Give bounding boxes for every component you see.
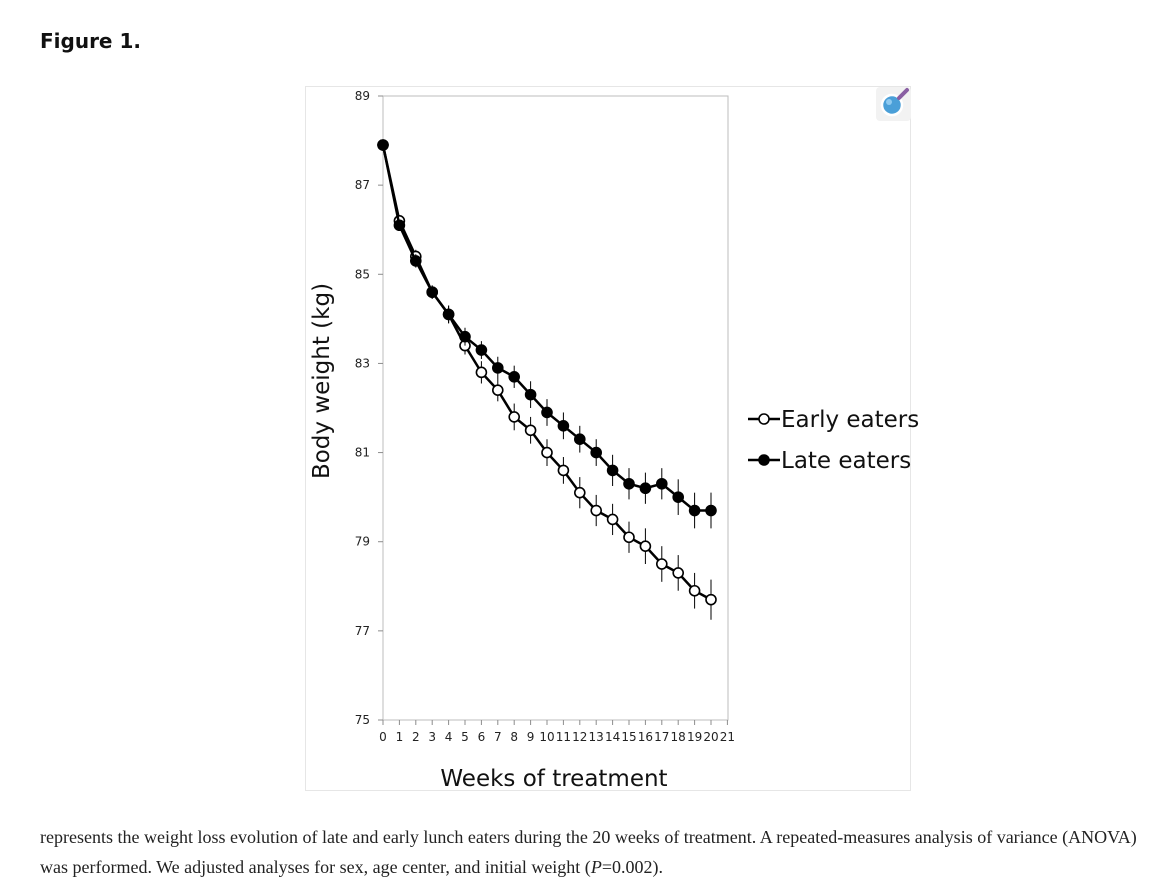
late-data-point — [409, 255, 422, 267]
late-data-point — [508, 370, 521, 383]
legend-late-marker — [758, 454, 770, 466]
x-tick-label: 2 — [412, 730, 420, 744]
early-data-point — [508, 411, 521, 423]
x-tick-label: 18 — [671, 730, 686, 744]
x-tick-label: 17 — [654, 730, 669, 744]
late-data-point — [705, 504, 717, 517]
x-tick-label: 9 — [527, 730, 535, 744]
zoom-button[interactable] — [876, 87, 911, 121]
late-data-point — [491, 362, 504, 374]
x-tick-label: 19 — [687, 730, 702, 744]
late-data-point — [541, 406, 553, 419]
late-data-point — [524, 388, 537, 401]
late-data-point — [393, 219, 406, 232]
early-data-point — [491, 384, 504, 396]
y-tick-label: 83 — [355, 356, 370, 370]
early-data-point — [524, 424, 537, 437]
x-tick-label: 3 — [428, 730, 436, 744]
caption-text-2: =0.002). — [601, 857, 663, 877]
legend-late-label: Late eaters — [781, 448, 911, 474]
late-data-point — [623, 477, 635, 490]
legend-early-label: Early eaters — [781, 407, 919, 433]
y-tick-label: 87 — [355, 178, 370, 192]
early-data-point — [590, 504, 603, 517]
x-tick-label: 4 — [445, 730, 453, 744]
y-tick-label: 75 — [355, 713, 370, 727]
x-tick-label: 1 — [396, 730, 404, 744]
plot-area-frame — [382, 95, 729, 721]
late-data-point — [672, 491, 685, 503]
early-data-point — [639, 540, 652, 552]
early-data-point — [475, 366, 488, 379]
x-tick-label: 8 — [510, 730, 518, 744]
figure-label: Figure 1. — [40, 29, 141, 53]
early-eaters-line — [381, 144, 712, 601]
x-tick-label: 15 — [621, 730, 636, 744]
late-data-point — [377, 139, 389, 151]
caption-text-1: represents the weight loss evolution of … — [40, 827, 1137, 877]
x-tick-label: 11 — [556, 730, 571, 744]
x-tick-label: 13 — [589, 730, 604, 744]
late-data-point — [475, 344, 488, 356]
early-data-point — [623, 531, 635, 544]
late-data-point — [688, 504, 701, 517]
early-data-point — [672, 567, 685, 579]
late-data-point — [573, 433, 586, 446]
late-data-point — [459, 330, 471, 343]
y-tick-label: 89 — [355, 89, 370, 103]
x-tick-label: 20 — [703, 730, 718, 744]
late-data-point — [655, 477, 668, 490]
x-tick-label: 7 — [494, 730, 502, 744]
y-tick-label: 77 — [355, 624, 370, 638]
x-tick-label: 6 — [478, 730, 486, 744]
late-data-point — [590, 446, 603, 459]
late-data-point — [426, 286, 439, 298]
y-tick-label: 85 — [355, 267, 370, 281]
y-axis-title: Body weight (kg) — [309, 283, 335, 479]
magnifier-zoom-icon — [880, 88, 909, 117]
y-tick-label: 79 — [355, 535, 370, 549]
early-data-point — [688, 584, 701, 597]
early-data-point — [541, 446, 553, 459]
early-data-point — [705, 593, 717, 606]
x-tick-label: 10 — [539, 730, 554, 744]
late-data-point — [639, 482, 652, 495]
late-data-point — [606, 464, 619, 477]
x-tick-label: 12 — [572, 730, 587, 744]
late-data-point — [442, 308, 455, 321]
figure-frame — [305, 86, 911, 791]
x-tick-label: 14 — [605, 730, 620, 744]
x-tick-label: 16 — [638, 730, 653, 744]
early-data-point — [606, 513, 619, 526]
x-tick-label: 5 — [461, 730, 469, 744]
x-axis-title: Weeks of treatment — [440, 766, 667, 792]
early-data-point — [557, 464, 570, 477]
x-tick-label: 21 — [720, 730, 735, 744]
figure-caption: represents the weight loss evolution of … — [40, 822, 1150, 882]
early-data-point — [573, 486, 586, 499]
caption-p-symbol: P — [590, 857, 602, 877]
early-data-point — [655, 558, 668, 570]
legend-early-marker — [758, 413, 770, 425]
y-tick-label: 81 — [355, 446, 370, 460]
late-data-point — [557, 420, 570, 432]
x-tick-label: 0 — [379, 730, 387, 744]
